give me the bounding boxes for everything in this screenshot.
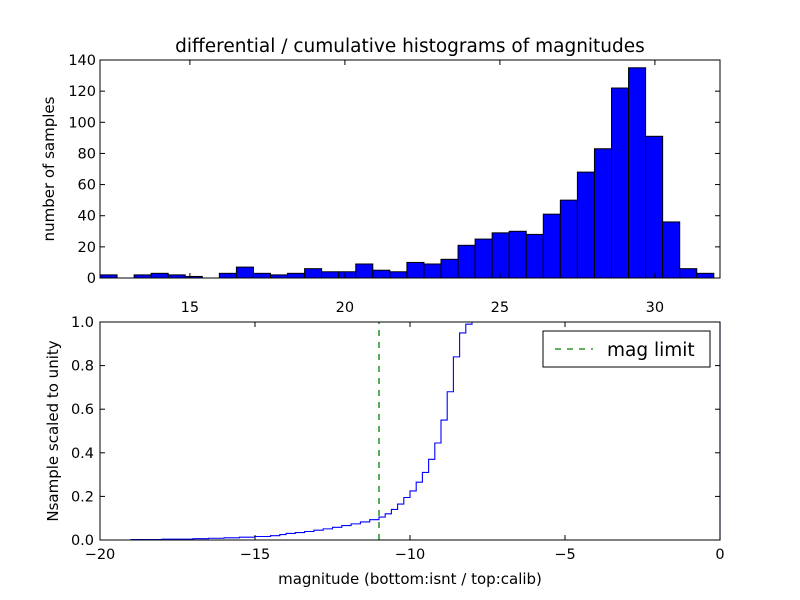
top-x-tick-label: 30 <box>646 300 664 316</box>
bottom-x-tick-label: −15 <box>240 547 271 563</box>
histogram-bar <box>491 232 510 279</box>
histogram-bar <box>235 266 254 279</box>
histogram-bar <box>559 199 578 279</box>
histogram-bar <box>645 135 664 279</box>
top-plot-frame <box>99 59 721 279</box>
histogram-bar <box>287 272 306 279</box>
top-y-tick-label: 140 <box>68 53 96 69</box>
histogram-bar <box>508 230 527 279</box>
histogram-bar <box>218 272 237 279</box>
histogram-bar <box>628 67 647 279</box>
histogram-bar <box>423 263 442 279</box>
bottom-y-tick-label: 0.4 <box>71 446 94 462</box>
bottom-axis-ticks: −20 −15 −10 −5 0 0.0 0.2 0.4 0.6 0.8 1.0 <box>71 315 725 563</box>
histogram-bar <box>576 171 595 279</box>
top-x-tick-label: 20 <box>336 300 354 316</box>
histogram-bar <box>355 263 374 279</box>
bottom-cumulative-panel: magnitude (bottom:isnt / top:calib) Nsam… <box>44 315 725 588</box>
top-y-tick-label: 0 <box>87 271 96 287</box>
bottom-y-tick-label: 1.0 <box>71 315 94 331</box>
top-histogram-panel: differential / cumulative histograms of … <box>40 36 721 316</box>
bottom-plot-frame <box>99 321 721 541</box>
bottom-y-tick-label: 0.8 <box>71 359 94 375</box>
bottom-x-tick-label: 0 <box>715 547 724 563</box>
bottom-x-tick-label: −20 <box>85 547 116 563</box>
top-y-tick-label: 80 <box>78 146 96 162</box>
bottom-y-tick-label: 0.0 <box>71 533 94 549</box>
histogram-bar <box>457 244 476 279</box>
top-y-tick-label: 60 <box>78 178 96 194</box>
top-y-axis-label: number of samples <box>40 96 58 241</box>
bottom-y-axis-label: Nsample scaled to unity <box>44 340 62 521</box>
chart-title: differential / cumulative histograms of … <box>175 36 645 57</box>
bottom-x-tick-label: −10 <box>395 547 426 563</box>
bottom-x-axis-label: magnitude (bottom:isnt / top:calib) <box>278 570 542 588</box>
histogram-bar <box>406 261 425 279</box>
histogram-bar <box>696 272 715 279</box>
top-y-tick-label: 20 <box>78 240 96 256</box>
histogram-bar <box>150 272 169 279</box>
histogram-bar <box>474 238 493 279</box>
bottom-x-tick-label: −5 <box>554 547 575 563</box>
histogram-bar <box>662 221 681 279</box>
histogram-bar <box>525 233 544 279</box>
histogram-bar <box>440 258 459 279</box>
histogram-bar <box>389 271 408 279</box>
histogram-bar <box>338 271 357 279</box>
bottom-y-tick-label: 0.2 <box>71 489 94 505</box>
histogram-bar <box>304 268 323 279</box>
histogram-bar <box>372 269 391 279</box>
legend: mag limit <box>542 330 711 368</box>
histogram-bar <box>593 148 613 279</box>
bottom-y-tick-label: 0.6 <box>71 402 94 418</box>
cumulative-step-line <box>100 321 720 541</box>
top-y-tick-label: 40 <box>78 209 96 225</box>
top-x-tick-label: 25 <box>491 300 509 316</box>
histogram-bars <box>99 67 715 279</box>
histogram-bar <box>252 272 271 279</box>
top-y-tick-label: 100 <box>68 115 96 131</box>
histogram-bar <box>542 213 561 279</box>
top-x-tick-label: 15 <box>181 300 199 316</box>
top-y-tick-label: 120 <box>68 84 96 100</box>
histogram-bar <box>321 271 340 279</box>
histogram-bar <box>611 87 630 279</box>
histogram-bar <box>679 268 698 279</box>
legend-mag-limit-label: mag limit <box>607 340 695 361</box>
